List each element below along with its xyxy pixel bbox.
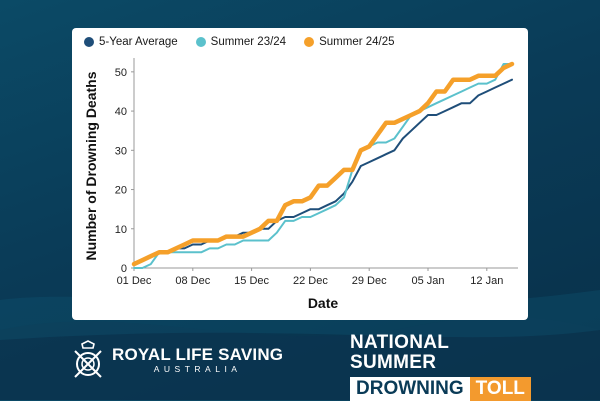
toll-word-drowning: DROWNING (350, 377, 470, 401)
legend-swatch-2425 (304, 37, 315, 47)
rls-logo: ROYAL LIFE SAVING AUSTRALIA (72, 340, 283, 380)
y-tick-label-4: 40 (115, 106, 127, 118)
y-tick-label-2: 20 (115, 185, 127, 197)
legend-swatch-5yr (84, 37, 94, 47)
toll-word-toll: TOLL (469, 377, 531, 401)
legend-label-5yr: 5-Year Average (99, 36, 178, 48)
x-tick-label-0: 01 Dec (117, 275, 152, 287)
rls-org-name: ROYAL LIFE SAVING (112, 345, 284, 364)
chart-card: 5-Year Average Summer 23/24 Summer 24/25… (72, 28, 528, 320)
y-tick-label-3: 30 (115, 145, 127, 157)
y-tick-label-0: 0 (121, 263, 127, 275)
series-line-1 (133, 63, 513, 269)
rls-wordmark: ROYAL LIFE SAVING AUSTRALIA (112, 345, 284, 375)
y-tick-label-5: 50 (115, 67, 127, 79)
legend-label-2425: Summer 24/25 (319, 36, 395, 48)
x-tick-label-2: 15 Dec (234, 275, 269, 287)
legend-item-2324: Summer 23/24 (195, 36, 287, 48)
y-tick-label-1: 10 (115, 224, 127, 236)
x-axis-label: Date (308, 295, 339, 311)
legend-swatch-2324 (195, 37, 206, 47)
series-line-2 (131, 61, 515, 267)
x-tick-label-1: 08 Dec (175, 275, 210, 287)
drowning-toll-badge: NATIONAL SUMMER DROWNING TOLL (350, 332, 531, 401)
rls-crest-icon (74, 340, 102, 378)
series-line-0 (133, 78, 513, 266)
x-tick-label-4: 29 Dec (352, 275, 387, 287)
x-tick-label-3: 22 Dec (293, 275, 328, 287)
legend-item-5yr: 5-Year Average (84, 36, 178, 48)
line-chart: 0 10 20 30 40 50 01 Dec 08 Dec 15 Dec 22 Dec 29 De… (83, 58, 518, 311)
toll-title: NATIONAL SUMMER (350, 332, 449, 373)
toll-subtitle: DROWNING TOLL (350, 377, 531, 401)
legend-item-2425: Summer 24/25 (304, 36, 395, 48)
legend-label-2324: Summer 23/24 (210, 36, 287, 48)
chart-legend: 5-Year Average Summer 23/24 Summer 24/25 (84, 36, 395, 48)
rls-org-sub: AUSTRALIA (153, 364, 242, 374)
y-axis-label: Number of Drowning Deaths (83, 71, 99, 260)
x-tick-label-6: 12 Jan (470, 275, 503, 287)
x-tick-label-5: 05 Jan (411, 275, 444, 287)
